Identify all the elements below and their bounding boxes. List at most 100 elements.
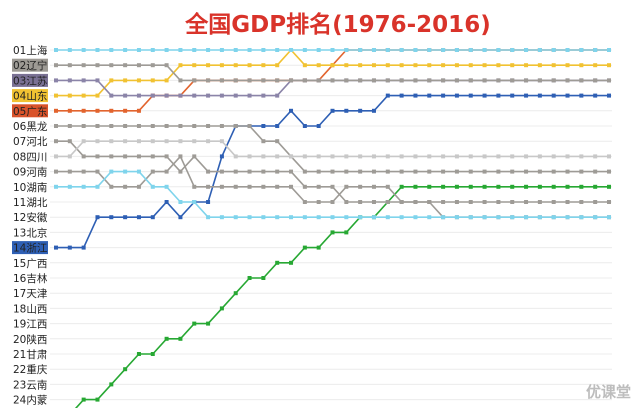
- series-point: [537, 93, 542, 98]
- series-point: [109, 184, 114, 189]
- series-point: [510, 200, 515, 204]
- series-point: [413, 93, 418, 98]
- series-point: [302, 215, 307, 220]
- series-point: [95, 215, 100, 220]
- series-point: [219, 93, 224, 98]
- series-point: [385, 63, 390, 68]
- series-point: [316, 63, 321, 68]
- series-point: [192, 78, 197, 83]
- series-point: [123, 124, 128, 128]
- series-point: [427, 154, 432, 159]
- series: [54, 63, 611, 83]
- series: [54, 154, 611, 204]
- rank-label: 16吉林: [13, 272, 48, 285]
- series-point: [316, 215, 321, 220]
- series-point: [537, 154, 542, 159]
- series-point: [178, 169, 183, 174]
- rank-label: 14浙江: [13, 243, 48, 255]
- series-point: [123, 78, 128, 83]
- series-point: [427, 93, 432, 98]
- series: [54, 139, 611, 220]
- series-point: [81, 245, 86, 250]
- series-point: [330, 154, 335, 159]
- series-point: [427, 184, 432, 189]
- rank-label-bg: [12, 73, 48, 87]
- series-point: [565, 215, 570, 220]
- series-point: [95, 184, 100, 189]
- series-point: [178, 200, 183, 204]
- series-point: [344, 200, 349, 204]
- series-line: [56, 48, 609, 97]
- series-point: [67, 169, 72, 174]
- series-point: [482, 63, 487, 68]
- series-point: [399, 154, 404, 159]
- series-point: [192, 154, 197, 159]
- series-point: [302, 184, 307, 189]
- series-point: [136, 169, 141, 174]
- series-point: [496, 215, 501, 220]
- series-point: [233, 63, 238, 68]
- series-point: [247, 184, 252, 189]
- series-point: [441, 93, 446, 98]
- series-point: [371, 48, 376, 52]
- series-line: [56, 125, 609, 173]
- series-point: [565, 154, 570, 159]
- series-point: [81, 397, 86, 402]
- series-point: [441, 154, 446, 159]
- series-point: [123, 93, 128, 98]
- series-point: [247, 93, 252, 98]
- series-point: [551, 169, 556, 174]
- series-point: [441, 169, 446, 174]
- series-point: [427, 200, 432, 204]
- series-point: [358, 108, 363, 113]
- series-point: [275, 215, 280, 220]
- series-point: [344, 169, 349, 174]
- series-point: [579, 200, 584, 204]
- rank-label: 11湖北: [13, 197, 48, 209]
- series-point: [593, 169, 598, 174]
- series-point: [54, 245, 58, 250]
- series-point: [565, 63, 570, 68]
- series-point: [399, 200, 404, 204]
- series-point: [510, 154, 515, 159]
- series-point: [371, 108, 376, 113]
- series-point: [178, 154, 183, 159]
- series-point: [496, 169, 501, 174]
- series-point: [109, 139, 114, 144]
- series-point: [247, 276, 252, 280]
- series-point: [607, 154, 611, 159]
- series-point: [593, 78, 598, 83]
- series-point: [524, 200, 529, 204]
- series: [54, 139, 611, 159]
- series-point: [136, 63, 141, 68]
- series-point: [607, 48, 611, 52]
- series-point: [289, 215, 294, 220]
- series-point: [330, 48, 335, 52]
- series-point: [123, 63, 128, 68]
- series-point: [136, 124, 141, 128]
- series-point: [454, 169, 459, 174]
- series-point: [302, 154, 307, 159]
- series-point: [496, 184, 501, 189]
- series-point: [81, 139, 86, 144]
- series-point: [551, 63, 556, 68]
- series-point: [81, 184, 86, 189]
- series-point: [316, 154, 321, 159]
- series-point: [261, 48, 266, 52]
- series-point: [593, 154, 598, 159]
- series-point: [81, 63, 86, 68]
- series-point: [399, 93, 404, 98]
- series-point: [551, 154, 556, 159]
- series-point: [427, 63, 432, 68]
- rank-label: 22重庆: [13, 363, 48, 376]
- series-point: [275, 154, 280, 159]
- series-line: [56, 170, 609, 218]
- series-point: [192, 184, 197, 189]
- series-point: [247, 154, 252, 159]
- series-point: [565, 93, 570, 98]
- series-point: [123, 169, 128, 174]
- series-point: [178, 93, 183, 98]
- series-point: [192, 48, 197, 52]
- series-point: [524, 215, 529, 220]
